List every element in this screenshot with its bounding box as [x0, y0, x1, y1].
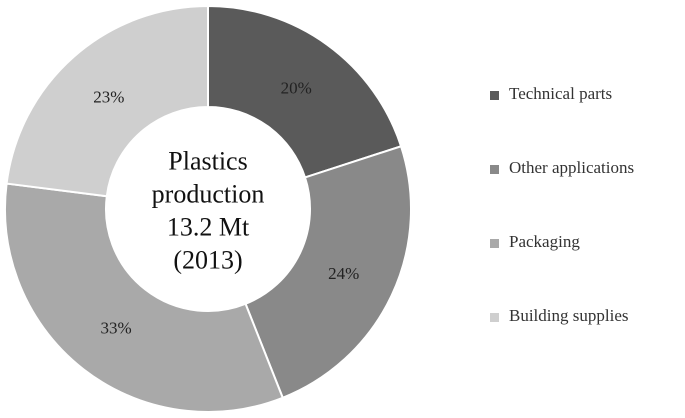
legend-label: Other applications — [509, 158, 635, 177]
legend-label: Technical parts — [509, 84, 613, 103]
slice-building-supplies — [5, 4, 209, 198]
center-line-1: Plastics — [168, 147, 247, 176]
legend-item-other-applications: Other applications — [490, 158, 680, 232]
legend-item-building-supplies: Building supplies — [490, 306, 680, 380]
center-line-3: 13.2 Mt — [167, 213, 250, 242]
center-line-4: (2013) — [173, 246, 242, 275]
legend-item-technical-parts: Technical parts — [490, 84, 680, 158]
slice-label: 33% — [100, 319, 131, 338]
legend-swatch — [490, 91, 499, 100]
slice-label: 20% — [281, 79, 312, 98]
legend-swatch — [490, 165, 499, 174]
slice-label: 24% — [328, 264, 359, 283]
slice-other-applications — [244, 145, 412, 400]
slice-labels: 20% 24% 33% 23% — [93, 79, 359, 338]
legend-item-packaging: Packaging — [490, 232, 680, 306]
legend-label: Building supplies — [509, 306, 629, 325]
slice-technical-parts — [207, 4, 403, 179]
donut-slices — [4, 4, 412, 413]
center-line-2: production — [152, 180, 265, 209]
legend-label: Packaging — [509, 232, 580, 251]
slice-label: 23% — [93, 87, 124, 106]
slice-packaging — [4, 182, 285, 413]
legend-swatch — [490, 239, 499, 248]
legend-swatch — [490, 313, 499, 322]
legend: Technical parts Other applications Packa… — [490, 84, 680, 380]
